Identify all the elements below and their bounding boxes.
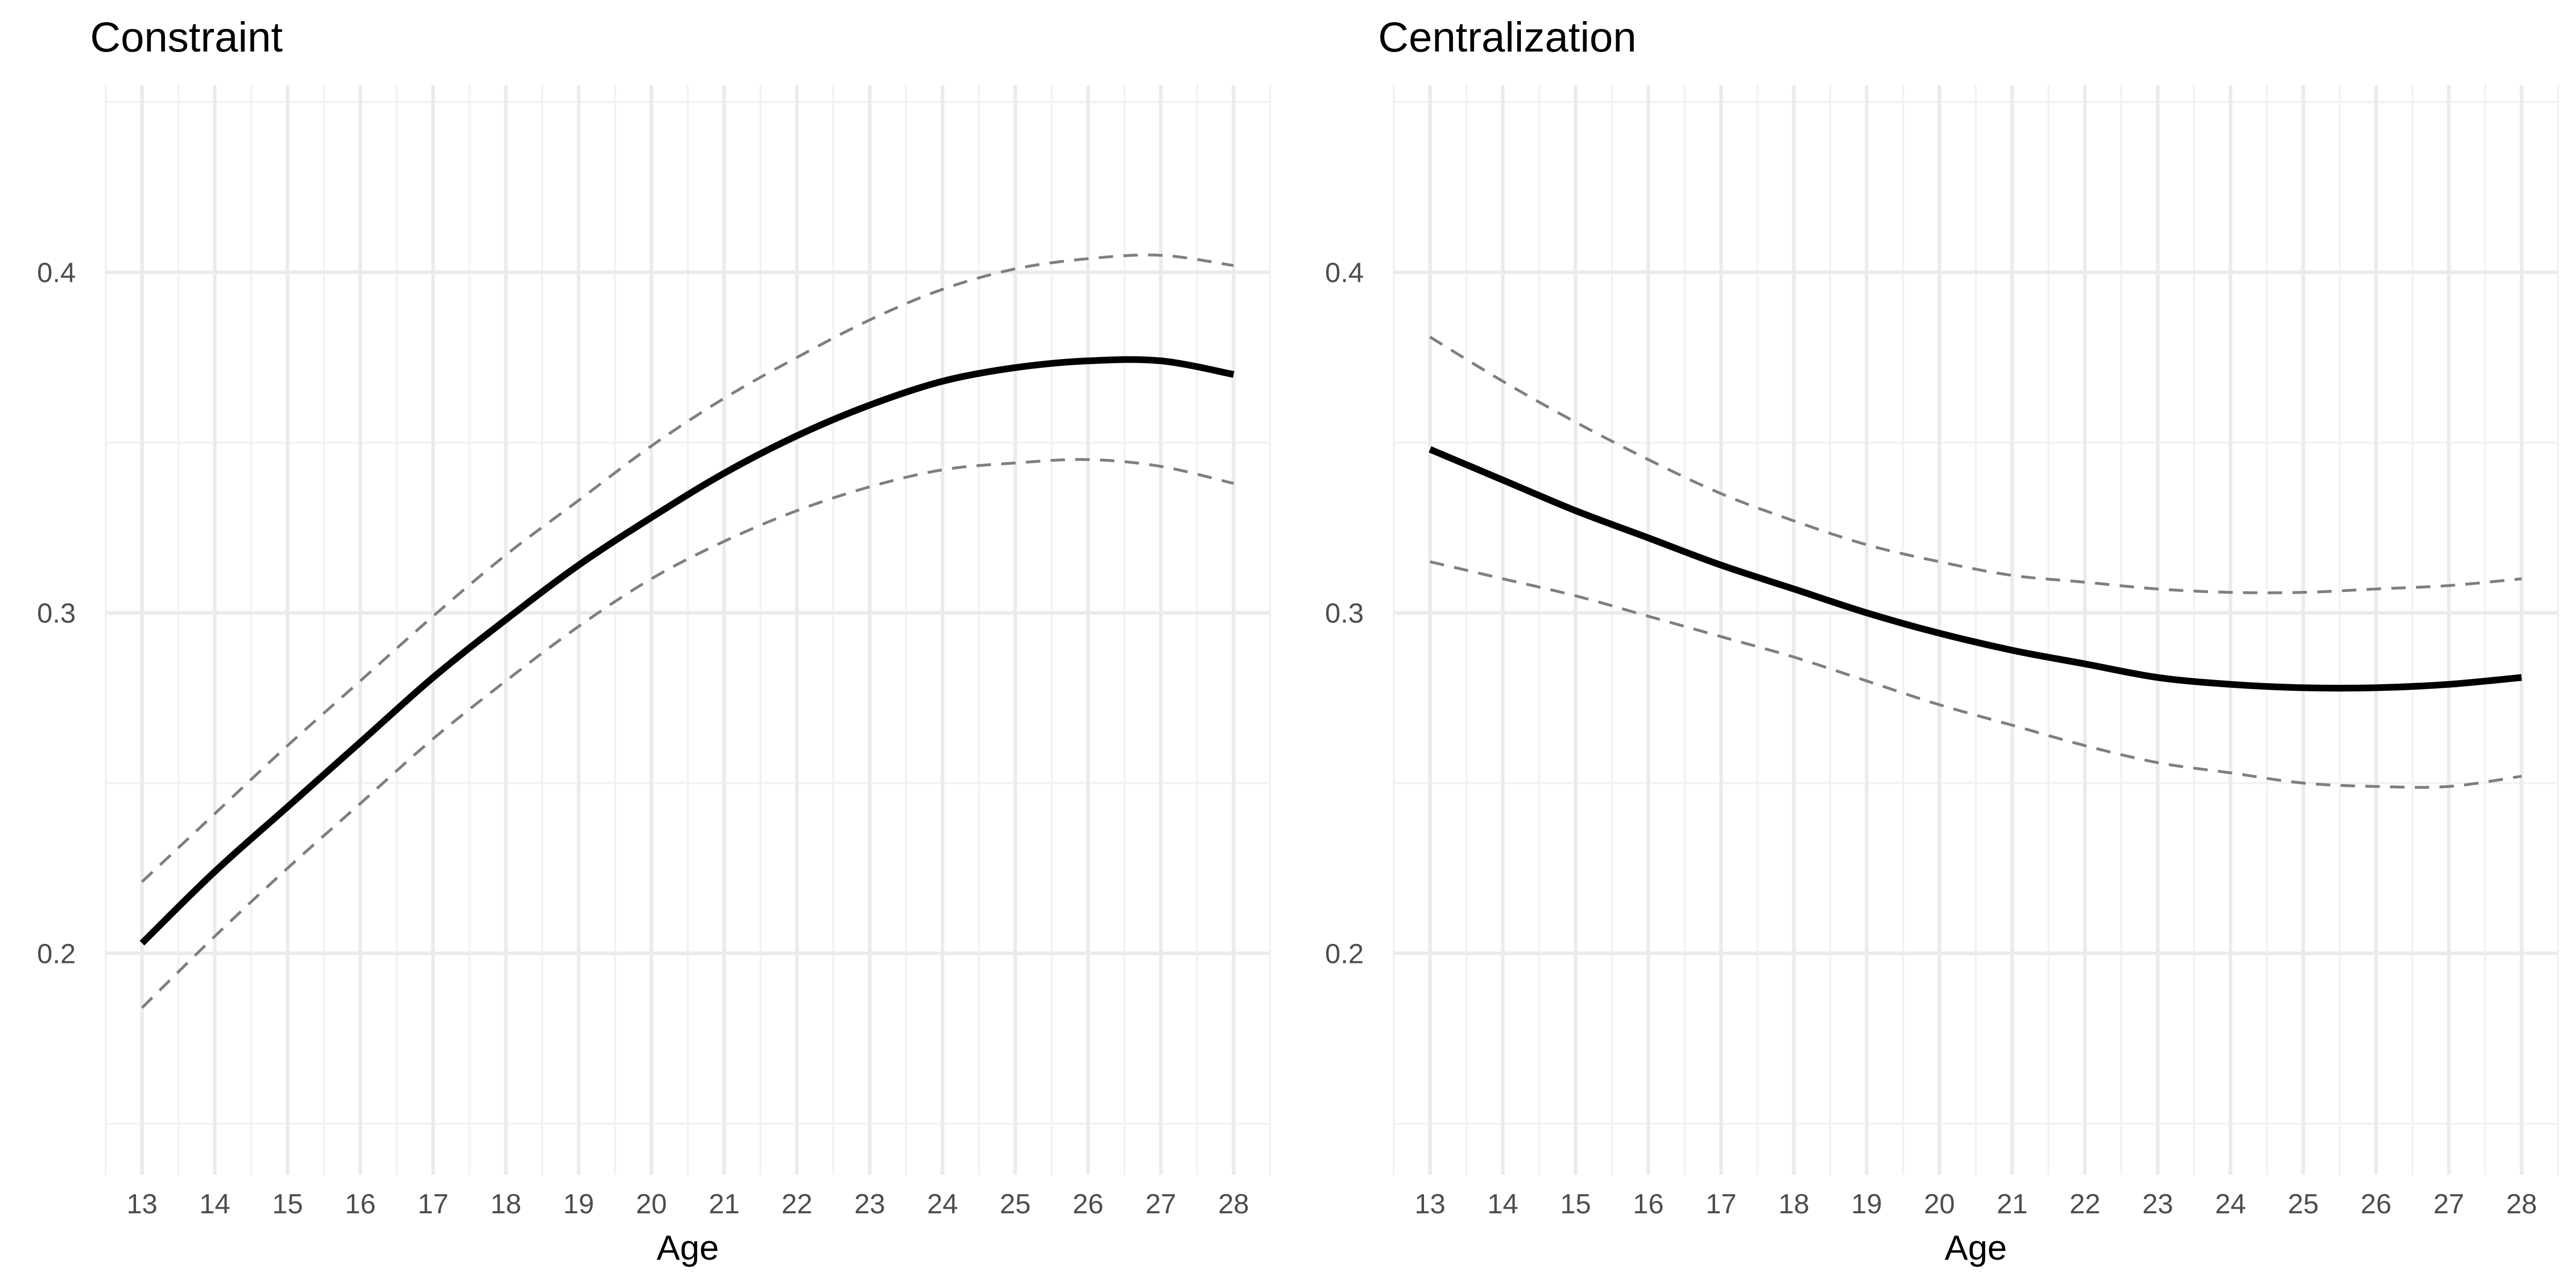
x-tick-label-28: 28 <box>1218 1189 1249 1219</box>
x-tick-label-20: 20 <box>1924 1189 1955 1219</box>
x-tick-label-20: 20 <box>636 1189 667 1219</box>
y-tick-label-0.4: 0.4 <box>1325 258 1364 289</box>
x-tick-label-24: 24 <box>2215 1189 2246 1219</box>
x-tick-label-24: 24 <box>927 1189 958 1219</box>
x-tick-label-27: 27 <box>2433 1189 2464 1219</box>
x-tick-label-13: 13 <box>127 1189 158 1219</box>
series-line-upper <box>1429 335 2522 595</box>
chart-panel-1: 0.2 0.3 0.4 13 14 15 16 17 18 19 20 21 22 23 24 25 26 27 2… <box>37 14 1271 1267</box>
x-axis-title: Age <box>1945 1228 2007 1267</box>
x-tick-label-27: 27 <box>1145 1189 1176 1219</box>
series-line-estimate <box>1429 446 2522 692</box>
x-tick-label-17: 17 <box>418 1189 449 1219</box>
x-tick-label-19: 19 <box>1851 1189 1882 1219</box>
series-line-lower <box>141 458 1234 1009</box>
x-tick-label-23: 23 <box>854 1189 885 1219</box>
y-tick-label-0.2: 0.2 <box>37 938 76 969</box>
x-tick-label-21: 21 <box>709 1189 740 1219</box>
x-tick-label-26: 26 <box>1073 1189 1104 1219</box>
x-axis-title: Age <box>657 1228 719 1267</box>
x-tick-label-18: 18 <box>490 1189 521 1219</box>
x-tick-label-13: 13 <box>1415 1189 1446 1219</box>
x-tick-label-18: 18 <box>1778 1189 1809 1219</box>
chart-panel-2: 0.2 0.3 0.4 13 14 15 16 17 18 19 20 21 22 23 24 25 26 27 2… <box>1325 14 2559 1267</box>
x-tick-label-16: 16 <box>345 1189 376 1219</box>
x-tick-label-16: 16 <box>1633 1189 1664 1219</box>
x-tick-label-22: 22 <box>782 1189 812 1219</box>
y-tick-label-0.4: 0.4 <box>37 258 76 289</box>
y-tick-label-0.3: 0.3 <box>37 598 76 629</box>
panel-title: Centralization <box>1378 14 1636 61</box>
x-tick-label-28: 28 <box>2506 1189 2537 1219</box>
x-tick-label-14: 14 <box>1487 1189 1518 1219</box>
x-tick-label-15: 15 <box>272 1189 303 1219</box>
x-tick-label-17: 17 <box>1706 1189 1737 1219</box>
x-tick-label-22: 22 <box>2070 1189 2100 1219</box>
x-tick-label-15: 15 <box>1560 1189 1591 1219</box>
x-tick-label-19: 19 <box>563 1189 594 1219</box>
series-line-estimate <box>140 356 1234 946</box>
x-tick-label-26: 26 <box>2361 1189 2392 1219</box>
y-tick-label-0.3: 0.3 <box>1325 598 1364 629</box>
x-tick-label-14: 14 <box>199 1189 230 1219</box>
x-tick-label-21: 21 <box>1997 1189 2028 1219</box>
series-line-upper <box>141 253 1234 883</box>
x-tick-label-25: 25 <box>1000 1189 1031 1219</box>
x-tick-label-23: 23 <box>2142 1189 2173 1219</box>
y-tick-label-0.2: 0.2 <box>1325 938 1364 969</box>
x-tick-label-25: 25 <box>2288 1189 2319 1219</box>
series-line-lower <box>1429 560 2522 789</box>
panel-title: Constraint <box>90 14 283 61</box>
